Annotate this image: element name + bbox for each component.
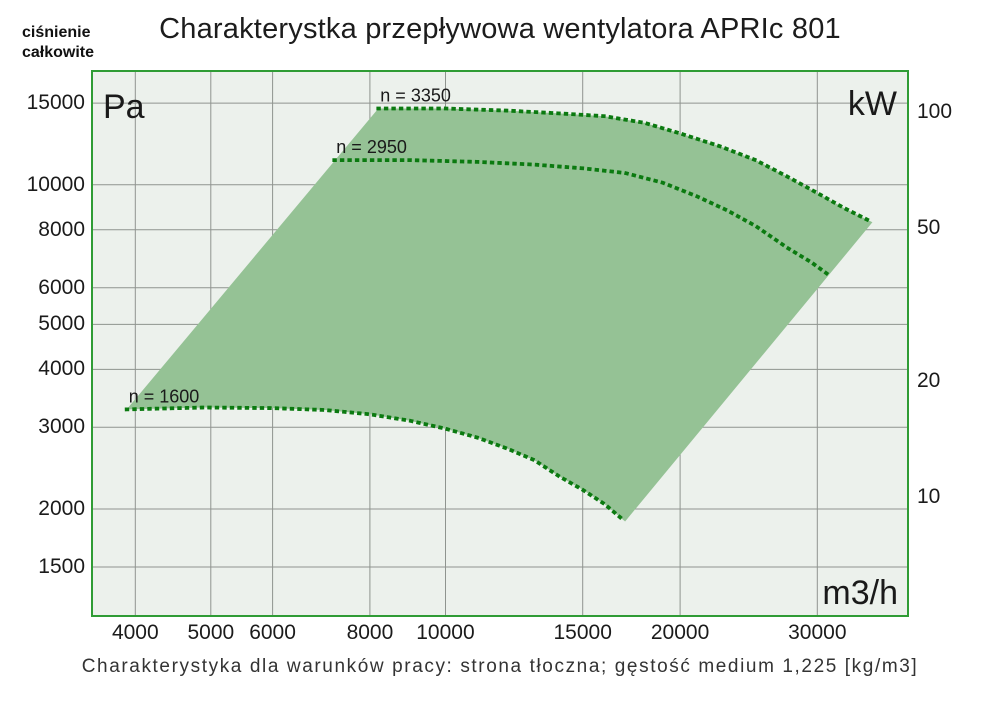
operating-region	[126, 108, 873, 522]
y-axis-tick: 6000	[38, 275, 85, 299]
right-axis-unit-label: kW	[848, 85, 897, 123]
chart-title: Charakterystka przepływowa wentylatora A…	[159, 13, 841, 45]
y-axis-tick: 2000	[38, 497, 85, 521]
plot-area: n = 3350 n = 2950 n = 1600 Pa kW m3/h	[91, 70, 909, 617]
y-axis-tick: 1500	[38, 554, 85, 578]
x-axis-tick: 8000	[346, 621, 394, 644]
y-axis-tick: 10000	[26, 172, 85, 196]
curve-label: n = 2950	[336, 137, 407, 157]
x-axis-tick: 10000	[416, 621, 475, 644]
y-axis-tick: 8000	[38, 217, 85, 241]
y-axis-tick: 5000	[38, 312, 85, 336]
y-axis-tick: 50	[917, 215, 941, 239]
x-axis-unit-label: m3/h	[822, 574, 898, 612]
curve-label: n = 1600	[129, 386, 200, 406]
y-axis-tick: 100	[917, 100, 953, 124]
y-axis-tick: 3000	[38, 415, 85, 439]
y-axis-tick: 10	[917, 485, 941, 509]
x-axis-tick: 6000	[249, 621, 296, 644]
x-axis-tick: 5000	[187, 621, 235, 644]
x-axis-tick: 15000	[553, 621, 612, 644]
fan-curve	[376, 106, 875, 225]
plot-canvas: n = 3350 n = 2950 n = 1600 Pa kW m3/h	[93, 72, 907, 615]
y-axis-tick: 20	[917, 369, 941, 393]
left-axis-title: ciśnienie całkowite	[22, 23, 94, 63]
curve-label: n = 3350	[380, 86, 451, 106]
fan-curve	[332, 158, 832, 278]
left-axis-title-line2: całkowite	[22, 44, 95, 61]
y-axis-tick: 4000	[38, 357, 85, 381]
fan-curve	[124, 405, 628, 525]
chart-caption: Charakterystyka dla warunków pracy: stro…	[81, 656, 919, 677]
x-axis-tick: 20000	[650, 621, 710, 644]
y-axis-tick: 15000	[26, 91, 85, 115]
x-axis-tick: 4000	[111, 621, 159, 644]
left-axis-title-line1: ciśnienie	[22, 24, 91, 41]
x-axis-tick: 30000	[788, 621, 847, 644]
left-axis-unit-label: Pa	[103, 88, 145, 126]
